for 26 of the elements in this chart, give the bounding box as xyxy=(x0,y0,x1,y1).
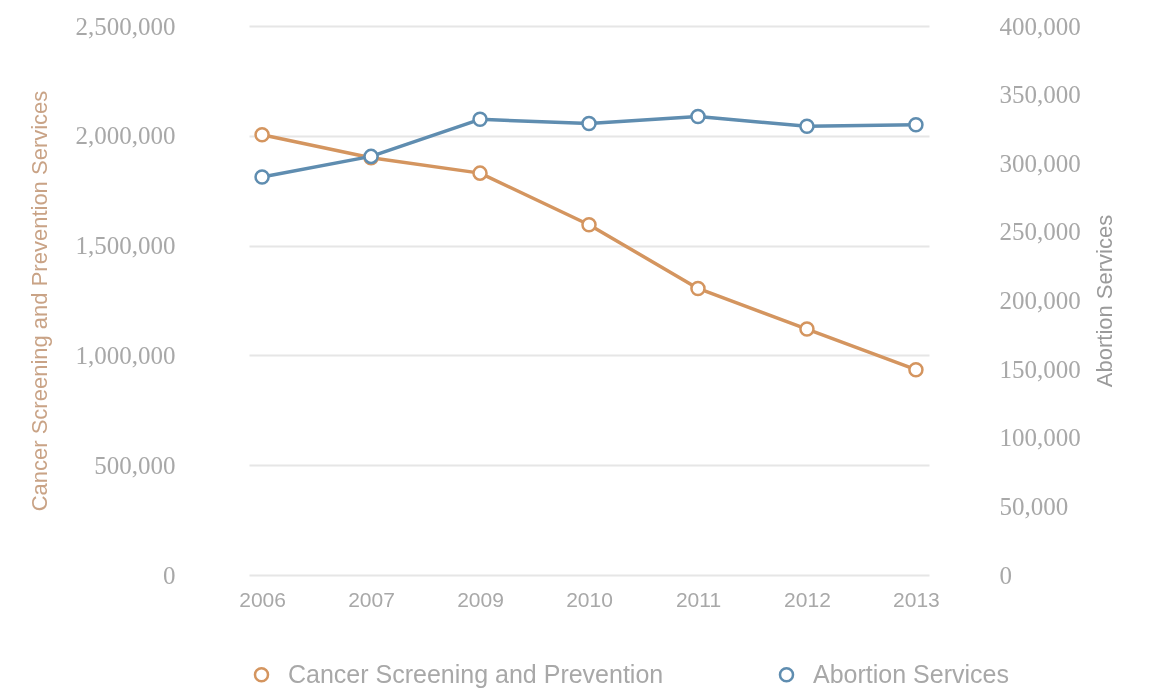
y2-tick-label: 200,000 xyxy=(999,287,1081,314)
y2-tick-label: 250,000 xyxy=(999,218,1081,246)
y2-tick-label: 350,000 xyxy=(999,81,1081,109)
y2-tick-label: 400,000 xyxy=(999,12,1081,40)
y-tick-label: 500,000 xyxy=(94,451,176,479)
x-tick-label: 2012 xyxy=(784,587,831,611)
x-tick-label: 2013 xyxy=(893,587,940,611)
y2-tick-label: 0 xyxy=(999,561,1012,589)
x-tick-label: 2006 xyxy=(239,587,286,611)
y2-tick-label: 300,000 xyxy=(999,149,1081,177)
x-tick-label: 2007 xyxy=(348,587,395,611)
y-tick-label: 1,500,000 xyxy=(75,232,176,260)
x-tick-label: 2010 xyxy=(566,587,613,611)
y-tick-label: 0 xyxy=(163,561,176,589)
y2-tick-label: 100,000 xyxy=(999,424,1081,452)
x-tick-label: 2009 xyxy=(457,587,504,611)
y-tick-label: 2,000,000 xyxy=(75,122,176,150)
y2-tick-label: 150,000 xyxy=(999,355,1081,383)
x-tick-label: 2011 xyxy=(675,587,722,611)
y2-tick-label: 50,000 xyxy=(999,492,1069,520)
y-tick-label: 2,500,000 xyxy=(75,12,176,40)
legend-label: Abortion Services xyxy=(813,659,1009,688)
y-tick-label: 1,000,000 xyxy=(75,341,176,369)
legend-label: Cancer Screening and Prevention xyxy=(288,659,664,688)
y2-axis-title: Abortion Services xyxy=(1091,214,1117,388)
y-axis-title: Cancer Screening and Prevention Services xyxy=(26,90,52,512)
